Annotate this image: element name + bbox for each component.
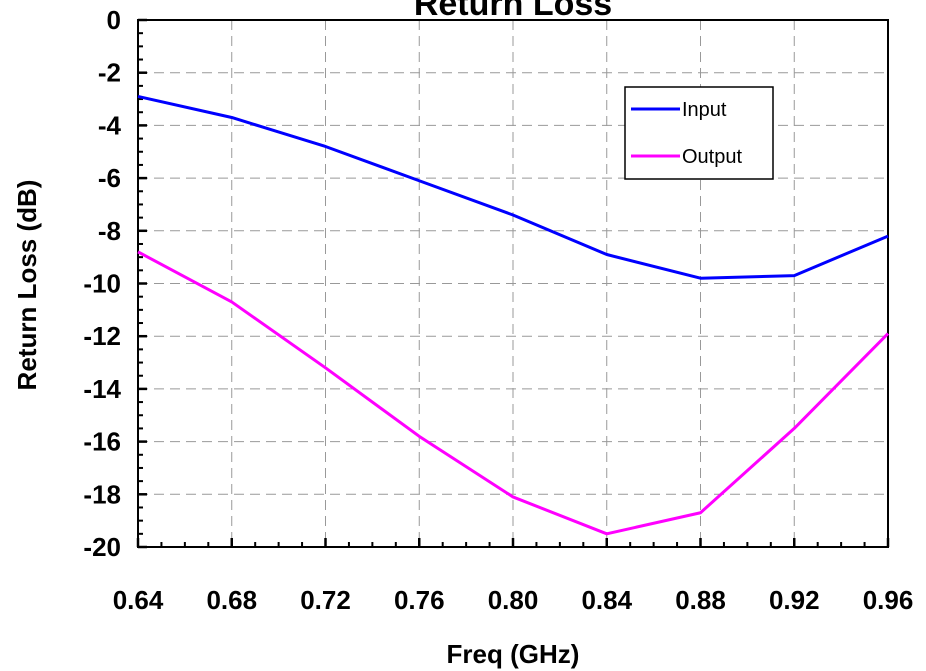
y-axis-label: Return Loss (dB) (12, 180, 42, 391)
y-tick-label: -20 (83, 532, 121, 562)
chart-title: Return Loss (414, 0, 612, 23)
x-tick-label: 0.76 (394, 585, 445, 615)
y-tick-label: -6 (98, 163, 121, 193)
x-tick-label: 0.72 (300, 585, 351, 615)
x-tick-label: 0.96 (863, 585, 914, 615)
series-line-input (137, 94, 889, 280)
legend-label-input: Input (682, 99, 727, 121)
y-tick-label: -16 (83, 427, 121, 457)
x-axis-label: Freq (GHz) (447, 639, 580, 669)
grid-lines (138, 20, 888, 547)
x-tick-label: 0.68 (206, 585, 257, 615)
x-tick-label: 0.64 (113, 585, 164, 615)
y-tick-labels: 0 -2 -4 -6 -8 -10 -12 -14 -16 -18 -20 (83, 5, 121, 562)
x-tick-label: 0.92 (769, 585, 820, 615)
x-tick-label: 0.84 (581, 585, 632, 615)
y-tick-label: -8 (98, 216, 121, 246)
series-lines (137, 94, 890, 536)
legend-box (624, 86, 774, 180)
y-tick-label: -18 (83, 479, 121, 509)
x-tick-label: 0.80 (488, 585, 539, 615)
legend-label-output: Output (682, 146, 742, 168)
axes (136, 18, 890, 549)
y-tick-label: -2 (98, 58, 121, 88)
series-line-output (137, 250, 890, 536)
x-tick-labels: 0.64 0.68 0.72 0.76 0.80 0.84 0.88 0.92 0.96 (113, 585, 914, 615)
x-tick-label: 0.88 (675, 585, 726, 615)
legend: Input Output (624, 86, 774, 180)
y-tick-label: -4 (98, 110, 122, 140)
y-tick-label: 0 (107, 5, 121, 35)
y-tick-label: -12 (83, 321, 121, 351)
y-tick-label: -10 (83, 269, 121, 299)
y-tick-label: -14 (83, 374, 121, 404)
